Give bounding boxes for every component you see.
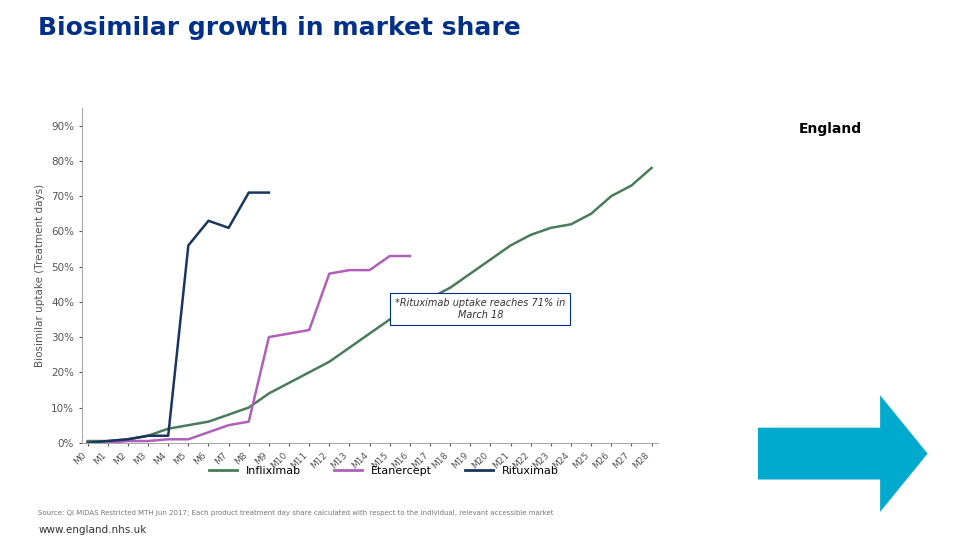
Infliximab bbox=[122, 436, 133, 442]
Etanercept bbox=[263, 334, 275, 340]
Text: Biosimilar growth in market share: Biosimilar growth in market share bbox=[38, 16, 521, 40]
Etanercept bbox=[283, 330, 295, 337]
Infliximab bbox=[525, 232, 537, 238]
Etanercept bbox=[82, 440, 93, 446]
Line: Etanercept: Etanercept bbox=[87, 256, 410, 443]
Rituximab bbox=[223, 225, 234, 231]
Etanercept bbox=[142, 438, 154, 444]
Infliximab bbox=[606, 193, 617, 199]
Infliximab bbox=[545, 225, 557, 231]
Infliximab bbox=[424, 295, 436, 301]
Y-axis label: Biosimilar uptake (Treatment days): Biosimilar uptake (Treatment days) bbox=[36, 184, 45, 367]
Infliximab bbox=[263, 390, 275, 397]
Etanercept bbox=[203, 429, 214, 435]
Infliximab bbox=[505, 242, 516, 249]
Infliximab bbox=[162, 426, 174, 432]
Etanercept bbox=[182, 436, 194, 442]
Rituximab bbox=[162, 433, 174, 439]
Text: Source: QI MIDAS Restricted MTH Jun 2017; Each product treatment day share calcu: Source: QI MIDAS Restricted MTH Jun 2017… bbox=[38, 510, 554, 516]
Legend: Infliximab, Etanercept, Rituximab: Infliximab, Etanercept, Rituximab bbox=[204, 462, 564, 481]
Etanercept bbox=[303, 327, 315, 333]
Infliximab bbox=[182, 422, 194, 428]
Infliximab bbox=[485, 256, 496, 263]
Rituximab bbox=[82, 440, 93, 446]
Etanercept bbox=[243, 418, 254, 425]
Rituximab bbox=[243, 190, 254, 196]
Etanercept bbox=[223, 422, 234, 428]
Infliximab bbox=[344, 345, 355, 351]
Polygon shape bbox=[758, 395, 927, 512]
Infliximab bbox=[102, 438, 113, 444]
Infliximab bbox=[565, 221, 577, 227]
Infliximab bbox=[586, 211, 597, 217]
Rituximab bbox=[182, 242, 194, 249]
Infliximab bbox=[142, 433, 154, 439]
Infliximab bbox=[646, 165, 658, 171]
Rituximab bbox=[142, 433, 154, 439]
Rituximab bbox=[122, 436, 133, 442]
Etanercept bbox=[344, 267, 355, 273]
Text: *Rituximab uptake reaches 71% in
March 18: *Rituximab uptake reaches 71% in March 1… bbox=[396, 298, 565, 320]
Infliximab bbox=[283, 380, 295, 386]
Line: Infliximab: Infliximab bbox=[87, 168, 652, 441]
Infliximab bbox=[384, 316, 396, 323]
Etanercept bbox=[162, 436, 174, 442]
Rituximab bbox=[263, 190, 275, 196]
Infliximab bbox=[404, 306, 416, 312]
Infliximab bbox=[444, 285, 456, 291]
Line: Rituximab: Rituximab bbox=[87, 193, 269, 443]
Etanercept bbox=[102, 440, 113, 446]
Infliximab bbox=[223, 411, 234, 418]
Rituximab bbox=[102, 438, 113, 444]
Etanercept bbox=[324, 271, 335, 277]
Infliximab bbox=[303, 369, 315, 375]
Infliximab bbox=[82, 438, 93, 444]
Rituximab bbox=[203, 218, 214, 224]
Infliximab bbox=[626, 183, 637, 189]
Etanercept bbox=[122, 438, 133, 444]
Infliximab bbox=[465, 271, 476, 277]
Infliximab bbox=[324, 359, 335, 365]
Etanercept bbox=[384, 253, 396, 259]
Etanercept bbox=[404, 253, 416, 259]
Infliximab bbox=[203, 418, 214, 425]
Text: NHS: NHS bbox=[805, 71, 855, 91]
Infliximab bbox=[364, 330, 375, 337]
Text: England: England bbox=[799, 122, 862, 136]
Text: www.england.nhs.uk: www.england.nhs.uk bbox=[38, 524, 147, 535]
Infliximab bbox=[243, 404, 254, 411]
Etanercept bbox=[364, 267, 375, 273]
